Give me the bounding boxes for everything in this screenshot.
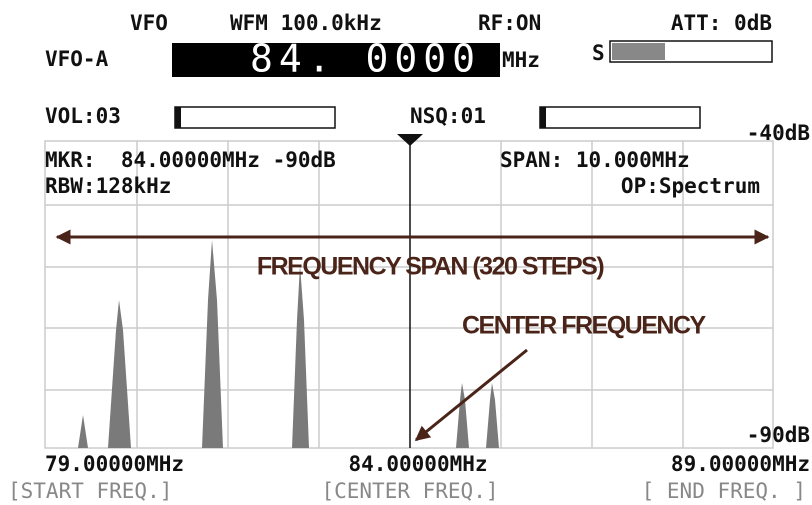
start-frequency: 79.00000MHz (45, 452, 184, 476)
modulation: WFM 100.0kHz (230, 11, 382, 35)
center-frequency: 84.00000MHz (348, 452, 487, 476)
end-key: [ END FREQ. ] (642, 479, 806, 503)
vfo-name: VFO-A (45, 47, 109, 71)
attenuator: ATT: 0dB (671, 11, 772, 35)
end-frequency: 89.00000MHz (671, 452, 810, 476)
center-arrow (414, 348, 528, 442)
grid (44, 140, 774, 449)
volume: VOL:03 (45, 104, 121, 128)
mode: VFO (130, 11, 168, 35)
start-key: [START FREQ.] (8, 479, 172, 503)
center-note: CENTER FREQUENCY (462, 312, 707, 340)
operation: OP:Spectrum (621, 174, 760, 198)
center-marker (397, 134, 423, 146)
s-label: S (592, 41, 605, 65)
squelch-fill (540, 107, 546, 128)
squelch: NSQ:01 (410, 104, 486, 128)
frequency-unit: MHz (502, 48, 540, 72)
frequency-box (172, 43, 500, 77)
span-note: FREQUENCY SPAN (320 STEPS) (257, 253, 604, 281)
volume-bar (174, 106, 336, 129)
squelch-bar (539, 106, 701, 129)
spectrum (78, 240, 499, 448)
span: SPAN: 10.000MHz (500, 148, 690, 172)
bottom-level: -90dB (747, 423, 810, 447)
center-key: [CENTER FREQ.] (321, 479, 498, 503)
rf-status: RF:ON (478, 11, 541, 35)
s-meter-fill (612, 43, 665, 60)
marker: MKR: 84.00000MHz -90dB (45, 148, 336, 172)
rbw: RBW:128kHz (45, 174, 171, 198)
frequency: 84. 0000 (250, 37, 481, 81)
volume-fill (175, 107, 181, 128)
